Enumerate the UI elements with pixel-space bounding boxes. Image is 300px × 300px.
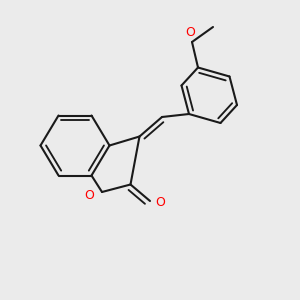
Text: O: O xyxy=(85,189,94,202)
Text: O: O xyxy=(155,196,165,209)
Text: O: O xyxy=(186,26,195,39)
